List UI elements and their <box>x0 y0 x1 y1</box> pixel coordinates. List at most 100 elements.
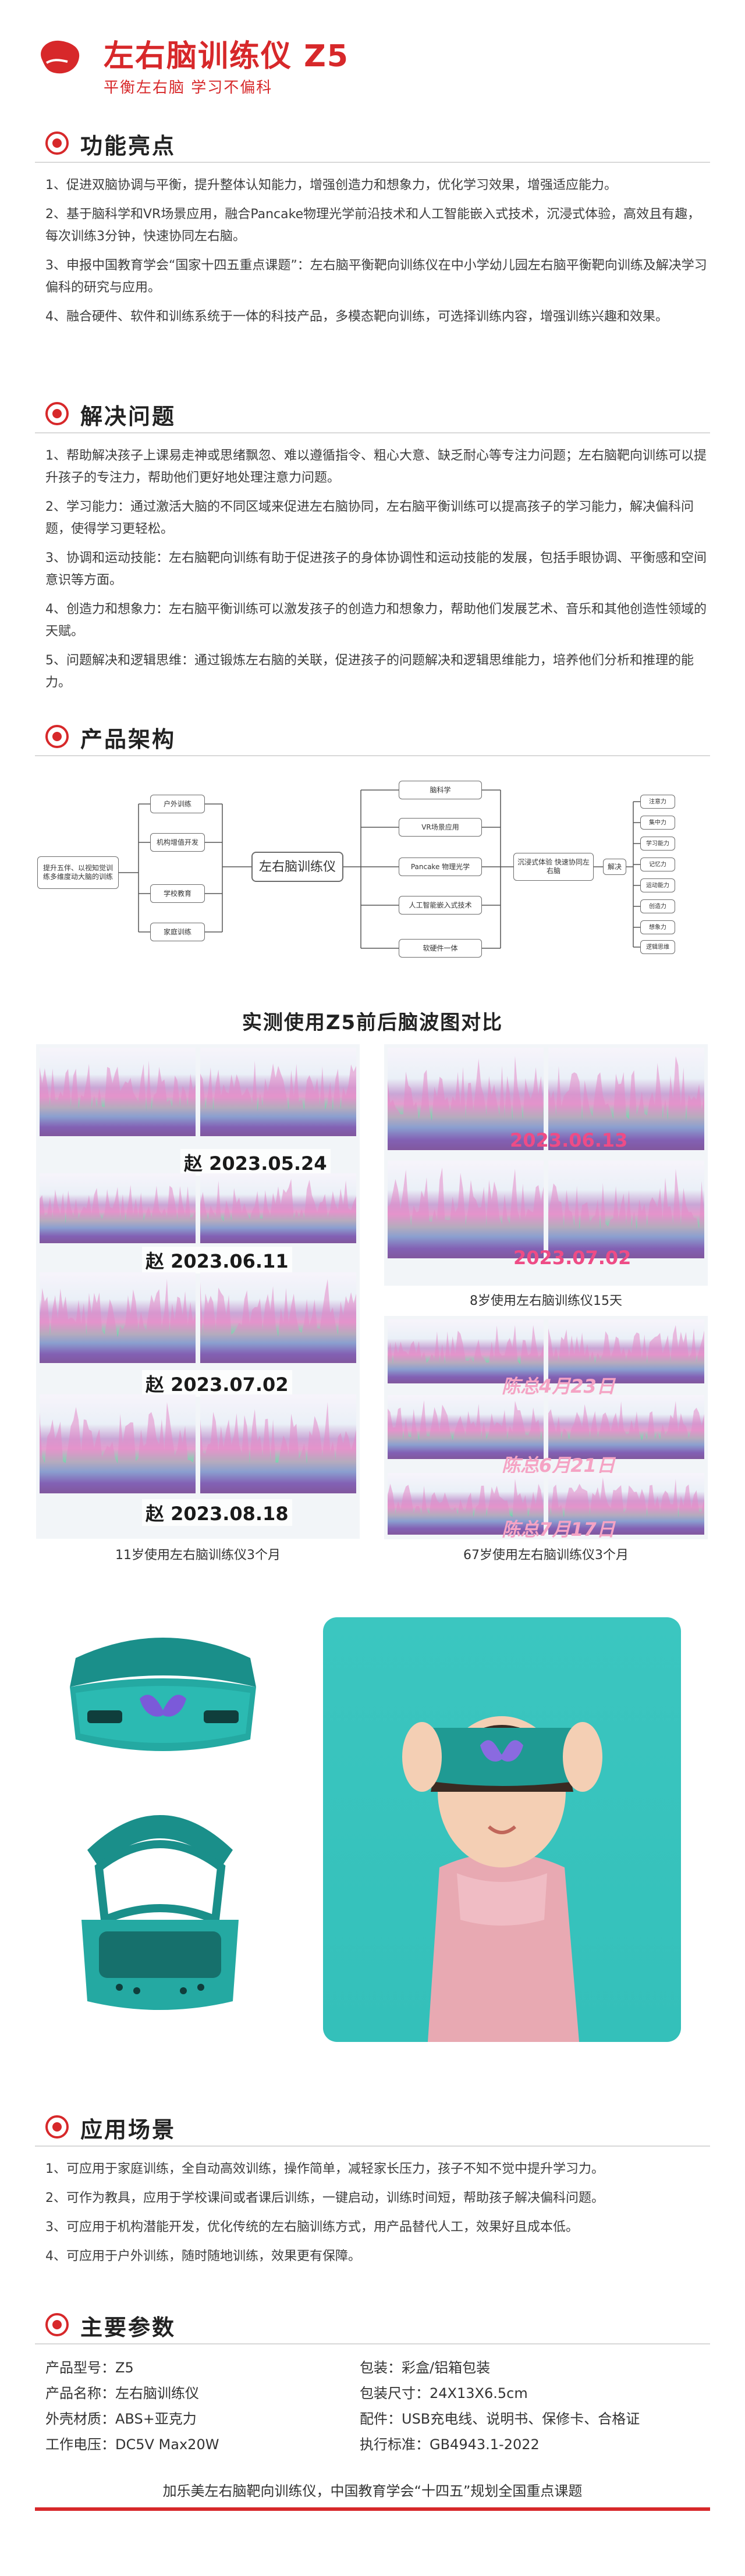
footer-text: 加乐美左右脑靶向训练仪，中国教育学会“十四五”规划全国重点课题 <box>162 2483 583 2499</box>
brainwave-date: 2023.07.02 <box>513 1247 632 1269</box>
brainwave-caption: 11岁使用左右脑训练仪3个月 <box>115 1548 281 1563</box>
param-item: 外壳材质：ABS+亚克力 <box>45 2411 197 2427</box>
brainwave-spike-shape <box>40 1402 196 1493</box>
brainwave-image <box>548 1319 704 1383</box>
brainwave-caption: 8岁使用左右脑训练仪15天 <box>470 1294 622 1308</box>
brainwave-image <box>388 1395 544 1459</box>
problem-item: 1、帮助解决孩子上课易走神或思绪飘忽、难以遵循指令、粗心大意、缺乏耐心等专注力问… <box>45 449 707 485</box>
arch-outcome: 想象力 <box>640 920 675 934</box>
arch-tech: Pancake 物理光学 <box>399 858 482 876</box>
scenario-item: 4、可应用于户外训练，随时随地训练，效果更有保障。 <box>45 2249 361 2264</box>
arch-tech: 软硬件一体 <box>399 939 482 958</box>
brainwave-spike-shape <box>388 1167 544 1258</box>
params-header: 主要参数 <box>35 2304 710 2344</box>
brainwave-spikes <box>388 1167 544 1258</box>
brainwave-spikes <box>388 1056 544 1150</box>
brainwave-date: 赵 2023.07.02 <box>142 1370 292 1397</box>
features-header: 功能亮点 <box>35 122 710 163</box>
brainwave-image <box>548 1473 704 1535</box>
scenarios-header: 应用场景 <box>35 2106 710 2147</box>
brainwave-spikes <box>200 1061 356 1136</box>
param-item: 包装尺寸：24X13X6.5cm <box>360 2385 528 2401</box>
arch-outcome: 运动能力 <box>640 878 675 892</box>
brainwave-image <box>548 1395 704 1459</box>
arch-outcome: 集中力 <box>640 816 675 830</box>
problem-item: 3、协调和运动技能：左右脑靶向训练有助于促进孩子的身体协调性和运动技能的发展，包… <box>45 551 707 588</box>
brainwave-spike-shape <box>388 1056 544 1150</box>
brainwave-date: 陈总4月23日 <box>502 1375 615 1397</box>
arch-channel: 学校教育 <box>150 884 205 903</box>
brainwave-spikes <box>200 1402 356 1493</box>
feature-item: 2、基于脑科学和VR场景应用，融合Pancake物理光学前沿技术和人工智能嵌入式… <box>45 207 701 244</box>
arch-outcome: 记忆力 <box>640 858 675 871</box>
arch-tech: 人工智能嵌入式技术 <box>399 896 482 915</box>
brainwave-date: 2023.06.13 <box>510 1129 628 1151</box>
arch-center-box: 左右脑训练仪 <box>251 852 343 882</box>
brainwave-spike-shape <box>548 1401 704 1459</box>
brainwave-image <box>40 1394 196 1493</box>
architecture-connectors <box>119 789 640 949</box>
architecture-title: 产品架构 <box>80 727 176 752</box>
arch-channel: 户外训练 <box>150 795 205 813</box>
arch-effect-box: 沉浸式体验 快速协同左右脑 <box>513 853 594 881</box>
brainwave-date: 陈总6月21日 <box>502 1454 615 1476</box>
arch-effect-label: 解决 <box>603 859 626 875</box>
brainwave-image <box>200 1394 356 1493</box>
section-bullet-icon <box>45 131 69 155</box>
brainwave-spikes <box>548 1401 704 1459</box>
brainwave-image <box>388 1048 544 1150</box>
brainwave-title: 实测使用Z5前后脑波图对比 <box>242 1011 503 1034</box>
problems-title: 解决问题 <box>80 404 176 429</box>
params-section: 主要参数 <box>35 2304 710 2344</box>
kid-using-vr-photo <box>323 1617 681 2042</box>
brainwave-image <box>200 1048 356 1136</box>
brainwave-spike-shape <box>548 1325 704 1383</box>
params-title: 主要参数 <box>80 2315 176 2340</box>
brainwave-spikes <box>40 1060 196 1136</box>
brainwave-right-top-block: 2023.06.13 2023.07.02 <box>384 1044 708 1286</box>
vr-headset-back-image <box>81 1815 239 2010</box>
brainwave-left-block: 赵 2023.05.24 赵 2023.06.11 赵 2023.07.02 赵… <box>36 1044 360 1539</box>
brand-logo-icon <box>41 40 80 74</box>
brainwave-spikes <box>388 1479 544 1535</box>
brainwave-spike-shape <box>548 1056 704 1150</box>
brainwave-date: 赵 2023.08.18 <box>142 1499 292 1526</box>
scenarios-title: 应用场景 <box>80 2117 176 2143</box>
param-item: 配件：USB充电线、说明书、保修卡、合格证 <box>360 2411 640 2427</box>
brainwave-spikes <box>200 1179 356 1243</box>
brainwave-date: 赵 2023.06.11 <box>142 1247 292 1273</box>
page-header: 左右脑训练仪 Z5 平衡左右脑 学习不偏科 <box>35 23 710 99</box>
features-section: 功能亮点 1、促进双脑协调与平衡，提升整体认知能力，增强创造力和想象力，优化学习… <box>35 122 710 335</box>
architecture-section: 产品架构 <box>35 716 710 756</box>
arch-channel: 家庭训练 <box>150 923 205 941</box>
footer-divider <box>35 2507 710 2511</box>
problem-item: 4、创造力和想象力：左右脑平衡训练可以激发孩子的创造力和想象力，帮助他们发展艺术… <box>45 602 707 639</box>
problems-section: 解决问题 1、帮助解决孩子上课易走神或思绪飘忽、难以遵循指令、粗心大意、缺乏耐心… <box>35 393 710 701</box>
arch-tech: VR场景应用 <box>399 818 482 837</box>
brainwave-spikes <box>40 1402 196 1493</box>
page-subtitle: 平衡左右脑 学习不偏科 <box>104 79 273 97</box>
brainwave-spikes <box>548 1477 704 1535</box>
scenario-item: 2、可作为教具，应用于学校课间或者课后训练，一键启动，训练时间短，帮助孩子解决偏… <box>45 2191 605 2205</box>
brainwave-spikes <box>548 1325 704 1383</box>
brainwave-caption: 67岁使用左右脑训练仪3个月 <box>463 1548 629 1563</box>
brainwave-spikes <box>388 1400 544 1459</box>
brainwave-spikes <box>200 1279 356 1363</box>
brainwave-image <box>40 1048 196 1136</box>
section-bullet-icon <box>45 725 69 748</box>
brainwave-spike-shape <box>388 1479 544 1535</box>
vr-headset-front-image <box>70 1638 256 1751</box>
brainwave-spike-shape <box>388 1400 544 1459</box>
brainwave-spikes <box>388 1325 544 1383</box>
param-item: 执行标准：GB4943.1-2022 <box>360 2436 540 2453</box>
brainwave-spikes <box>40 1279 196 1363</box>
arch-left-box: 提升五伴、以视知觉训练多维度动大脑的训练 <box>37 856 119 889</box>
arch-channel: 机构增值开发 <box>150 833 205 852</box>
section-bullet-icon <box>45 402 69 425</box>
brainwave-image <box>200 1272 356 1363</box>
brainwave-image <box>388 1473 544 1535</box>
brainwave-right-bottom-block: 陈总4月23日 陈总6月21日 陈总7月17日 <box>384 1316 708 1540</box>
brainwave-spike-shape <box>548 1169 704 1258</box>
brainwave-spikes <box>548 1169 704 1258</box>
brainwave-spike-shape <box>200 1179 356 1243</box>
